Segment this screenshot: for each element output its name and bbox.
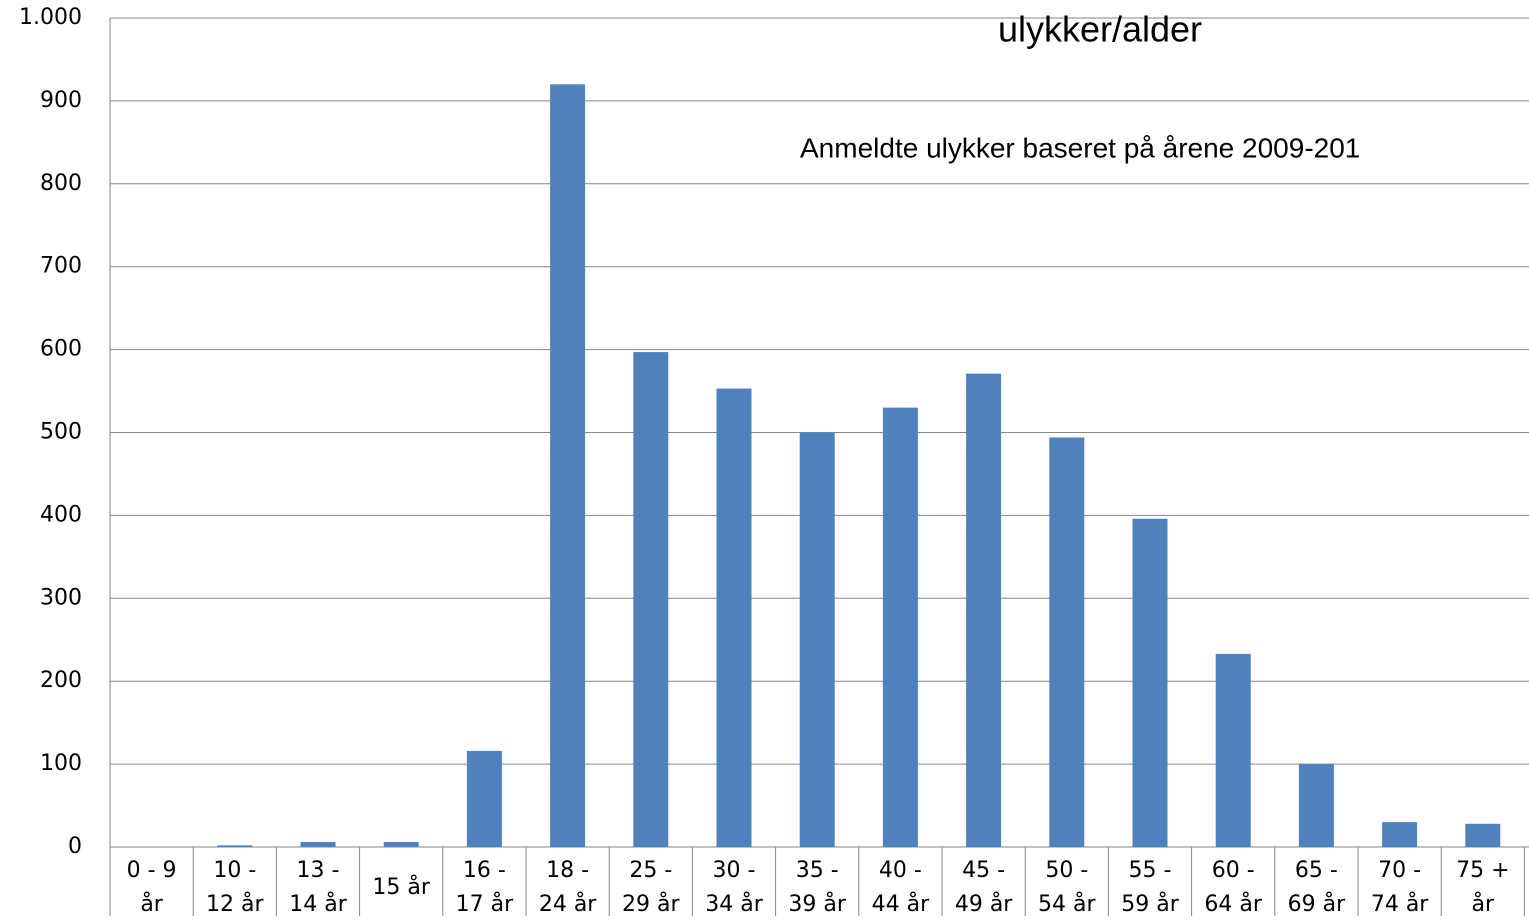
bar [300,842,336,847]
bar [966,373,1002,847]
y-tick-label: 500 [40,420,82,445]
bar [882,407,918,847]
x-tick-label: 35 - 39 år [788,858,846,917]
x-tick-label: 16 - 17 år [455,858,514,917]
y-tick-label: 0 [68,834,82,859]
bar [1215,653,1251,847]
bar [383,842,419,847]
x-tick-label: 13 - 14 år [289,858,347,917]
x-tick-label: 30 - 34 år [705,858,763,917]
bar [217,845,253,847]
bar [1132,518,1168,847]
x-tick-label: 45 - 49 år [954,858,1013,917]
x-tick-label: 40 - 44 år [871,858,930,917]
y-tick-label: 600 [40,337,82,362]
x-tick-label: 25 - 29 år [622,858,680,917]
y-tick-label: 900 [40,88,82,113]
y-tick-label: 800 [40,171,82,196]
bar [799,432,835,847]
x-tick-label: 60 - 64 år [1204,858,1262,917]
x-tick-label: 75 + år [1456,858,1510,917]
y-tick-label: 700 [40,254,82,279]
x-tick-label: 70 - 74 år [1370,858,1429,917]
x-tick-label: 50 - 54 år [1038,858,1096,917]
y-tick-label: 100 [40,751,82,776]
bar [1465,823,1501,847]
bar [716,388,752,847]
bar [1382,822,1418,847]
x-tick-label: 0 - 9 år [126,858,177,917]
x-tick-label: 15 år [372,875,430,900]
chart-subtitle: Anmeldte ulykker baseret på årene 2009-2… [800,132,1360,163]
bar [550,84,586,847]
bar [633,352,669,847]
y-tick-label: 200 [40,668,82,693]
chart-title: ulykker/alder [998,9,1202,50]
x-tick-label: 55 - 59 år [1121,858,1179,917]
y-tick-label: 1.000 [19,5,82,30]
y-tick-label: 300 [40,585,82,610]
bar [1298,764,1334,847]
bar [466,750,502,847]
x-tick-label: 18 - 24 år [538,858,597,917]
y-tick-label: 400 [40,502,82,527]
bar [1049,437,1085,847]
x-tick-label: 10 - 12 år [206,858,264,917]
x-tick-label: 65 - 69 år [1287,858,1346,917]
